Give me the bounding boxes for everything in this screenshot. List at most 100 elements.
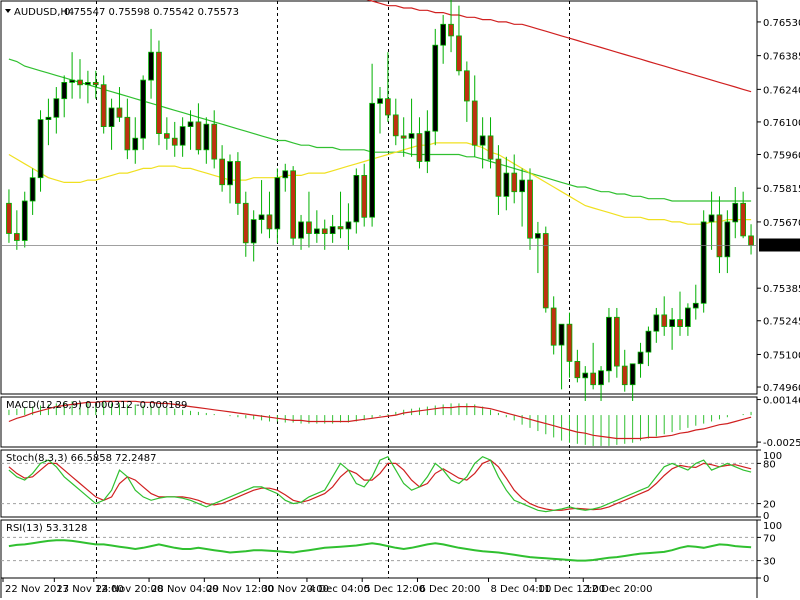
candle[interactable] <box>92 70 99 99</box>
candle[interactable] <box>621 349 628 392</box>
candle[interactable] <box>511 154 518 204</box>
candle[interactable] <box>234 152 241 215</box>
candle[interactable] <box>179 117 186 157</box>
candle[interactable] <box>677 291 683 336</box>
candle[interactable] <box>329 214 336 243</box>
candle[interactable] <box>187 110 194 150</box>
candle[interactable] <box>392 98 399 146</box>
candle[interactable] <box>377 87 383 134</box>
candle[interactable] <box>408 98 415 157</box>
candle[interactable] <box>448 0 454 53</box>
candle[interactable] <box>487 117 494 169</box>
candle[interactable] <box>716 196 723 274</box>
candle[interactable] <box>692 284 699 320</box>
candle[interactable] <box>258 180 265 234</box>
candle-body-bear <box>13 233 20 241</box>
candle[interactable] <box>148 28 154 99</box>
candle[interactable] <box>495 145 502 215</box>
candle[interactable] <box>432 28 439 146</box>
candle[interactable] <box>171 121 178 157</box>
candle[interactable] <box>463 61 470 122</box>
candle[interactable] <box>574 349 581 383</box>
candle[interactable] <box>614 307 620 378</box>
candle[interactable] <box>598 366 604 401</box>
candle[interactable] <box>708 191 715 250</box>
candle[interactable] <box>384 52 391 122</box>
candle[interactable] <box>61 75 68 118</box>
candle[interactable] <box>353 168 360 234</box>
candle[interactable] <box>369 63 376 227</box>
candle[interactable] <box>124 98 131 160</box>
candle[interactable] <box>732 187 739 239</box>
candle[interactable] <box>29 168 36 215</box>
candle[interactable] <box>669 307 676 350</box>
candle[interactable] <box>361 163 368 227</box>
candle[interactable] <box>535 221 541 274</box>
candle[interactable] <box>740 191 747 239</box>
candle[interactable] <box>724 210 731 274</box>
candle[interactable] <box>77 59 83 99</box>
candle[interactable] <box>132 117 139 164</box>
candle[interactable] <box>6 189 12 243</box>
candle[interactable] <box>242 191 249 257</box>
candle[interactable] <box>274 168 281 243</box>
candle[interactable] <box>345 203 352 250</box>
candle[interactable] <box>550 296 557 355</box>
candle[interactable] <box>227 154 233 204</box>
candle[interactable] <box>456 5 462 76</box>
candle-body-bull <box>21 200 28 241</box>
candle[interactable] <box>700 210 707 313</box>
candle[interactable] <box>13 210 20 250</box>
candle[interactable] <box>313 210 320 243</box>
candle[interactable] <box>100 75 107 134</box>
candle[interactable] <box>195 103 202 155</box>
candle[interactable] <box>440 14 447 64</box>
candle[interactable] <box>471 75 478 157</box>
candle[interactable] <box>156 40 162 146</box>
candle[interactable] <box>558 323 565 390</box>
candle[interactable] <box>163 117 170 150</box>
candle[interactable] <box>266 191 273 239</box>
candle[interactable] <box>479 117 486 169</box>
candle[interactable] <box>661 296 668 336</box>
candle[interactable] <box>45 98 52 146</box>
candle[interactable] <box>108 98 115 150</box>
candle[interactable] <box>629 363 636 401</box>
candle[interactable] <box>582 366 589 401</box>
candle[interactable] <box>416 117 423 169</box>
candle[interactable] <box>645 326 652 367</box>
candle[interactable] <box>566 312 573 378</box>
candle[interactable] <box>527 168 533 250</box>
candle[interactable] <box>503 156 510 211</box>
candle[interactable] <box>211 110 218 169</box>
candle[interactable] <box>400 117 407 157</box>
candle[interactable] <box>685 303 691 336</box>
candle[interactable] <box>290 166 297 246</box>
candle[interactable] <box>653 307 660 343</box>
candle[interactable] <box>85 70 91 104</box>
candle[interactable] <box>424 110 431 174</box>
candle[interactable] <box>219 145 225 192</box>
candle[interactable] <box>250 210 257 262</box>
candle[interactable] <box>590 342 597 390</box>
candle[interactable] <box>37 110 44 192</box>
candle[interactable] <box>203 117 210 164</box>
candle[interactable] <box>306 191 312 248</box>
candle[interactable] <box>637 342 644 378</box>
candle[interactable] <box>321 219 328 250</box>
candle[interactable] <box>519 168 526 227</box>
candle[interactable] <box>69 52 75 99</box>
dropdown-arrow-icon[interactable] <box>5 9 11 13</box>
candle[interactable] <box>116 87 123 122</box>
candle[interactable] <box>337 191 344 239</box>
candle[interactable] <box>282 163 289 192</box>
candle[interactable] <box>298 214 304 250</box>
moving-average-fast <box>8 142 752 225</box>
candle[interactable] <box>21 191 28 248</box>
candle[interactable] <box>606 307 612 383</box>
candle-body-bear <box>163 133 170 139</box>
candle[interactable] <box>53 87 60 134</box>
candle[interactable] <box>542 226 549 313</box>
candle[interactable] <box>140 75 146 150</box>
